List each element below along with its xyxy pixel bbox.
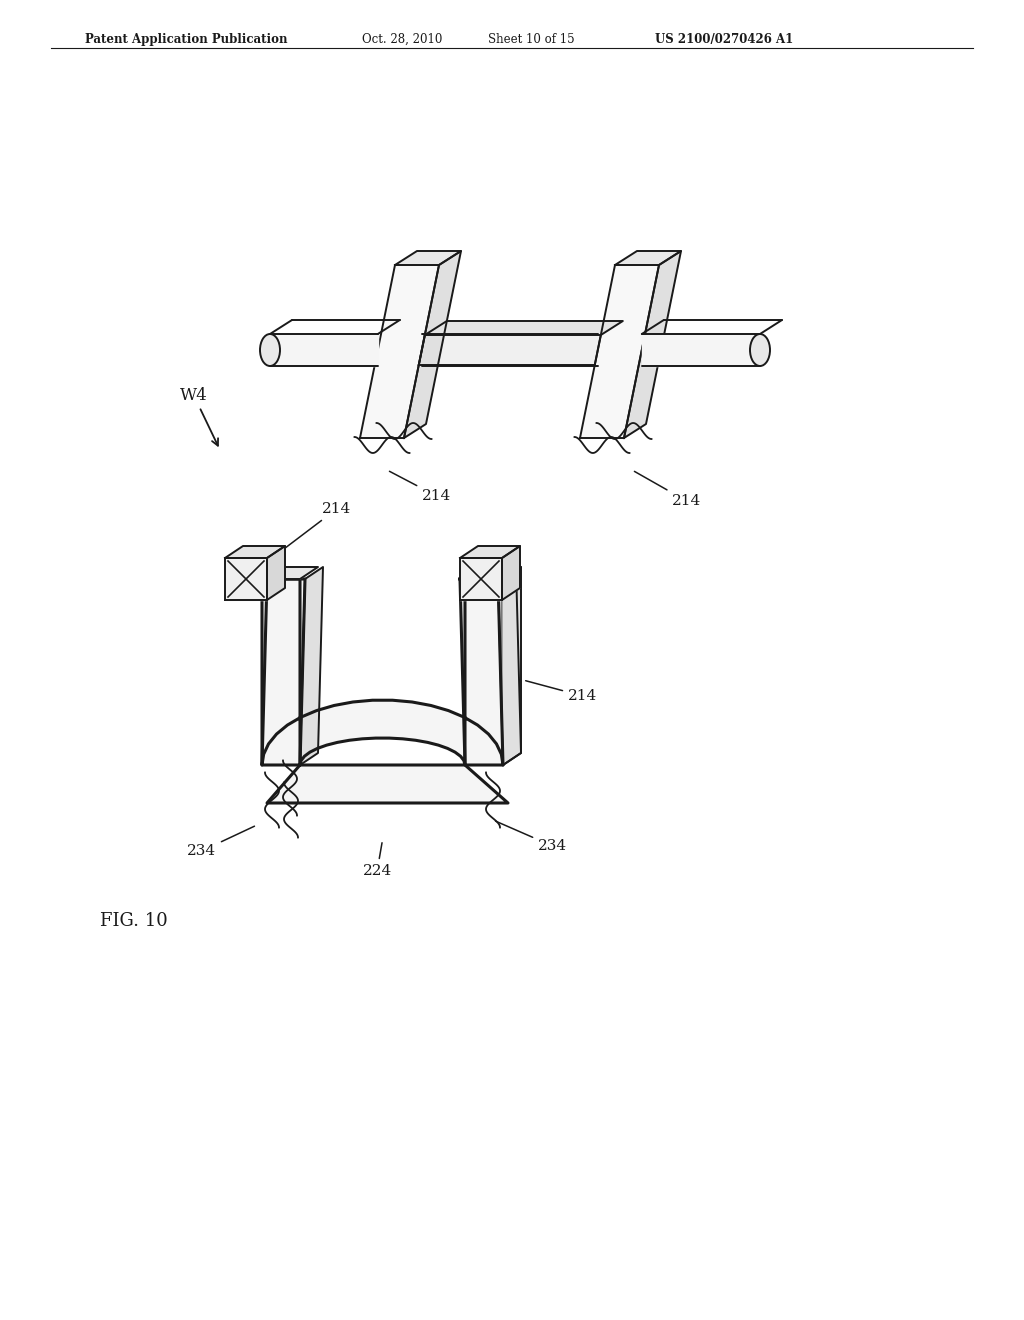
Text: 214: 214 xyxy=(525,681,597,704)
Text: 214: 214 xyxy=(635,471,701,508)
Text: Sheet 10 of 15: Sheet 10 of 15 xyxy=(488,33,574,46)
Polygon shape xyxy=(225,558,267,601)
Polygon shape xyxy=(267,546,285,601)
Text: 214: 214 xyxy=(274,502,351,556)
Polygon shape xyxy=(460,546,520,558)
Text: US 2100/0270426 A1: US 2100/0270426 A1 xyxy=(655,33,794,46)
Text: FIG. 10: FIG. 10 xyxy=(100,912,168,931)
Text: W4: W4 xyxy=(180,387,218,446)
Text: 224: 224 xyxy=(362,842,392,878)
Polygon shape xyxy=(262,579,503,766)
Polygon shape xyxy=(422,334,598,366)
Polygon shape xyxy=(395,251,461,265)
Polygon shape xyxy=(225,546,285,558)
Polygon shape xyxy=(300,568,323,766)
Polygon shape xyxy=(460,558,502,601)
Polygon shape xyxy=(502,546,520,601)
Ellipse shape xyxy=(260,334,280,366)
Polygon shape xyxy=(465,568,521,579)
Polygon shape xyxy=(503,568,521,766)
Polygon shape xyxy=(425,321,623,335)
Polygon shape xyxy=(262,568,318,579)
Polygon shape xyxy=(419,335,601,366)
Polygon shape xyxy=(262,579,305,766)
Polygon shape xyxy=(404,251,461,438)
Polygon shape xyxy=(498,568,521,766)
Text: 234: 234 xyxy=(496,821,567,853)
Polygon shape xyxy=(360,265,439,438)
Polygon shape xyxy=(615,251,681,265)
Text: 214: 214 xyxy=(389,471,452,503)
Text: Patent Application Publication: Patent Application Publication xyxy=(85,33,288,46)
Polygon shape xyxy=(624,251,681,438)
Ellipse shape xyxy=(750,334,770,366)
Text: Oct. 28, 2010: Oct. 28, 2010 xyxy=(362,33,442,46)
Polygon shape xyxy=(270,334,378,366)
Polygon shape xyxy=(642,334,760,366)
Polygon shape xyxy=(460,579,503,766)
Polygon shape xyxy=(267,766,508,803)
Text: 234: 234 xyxy=(187,826,255,858)
Polygon shape xyxy=(580,265,659,438)
